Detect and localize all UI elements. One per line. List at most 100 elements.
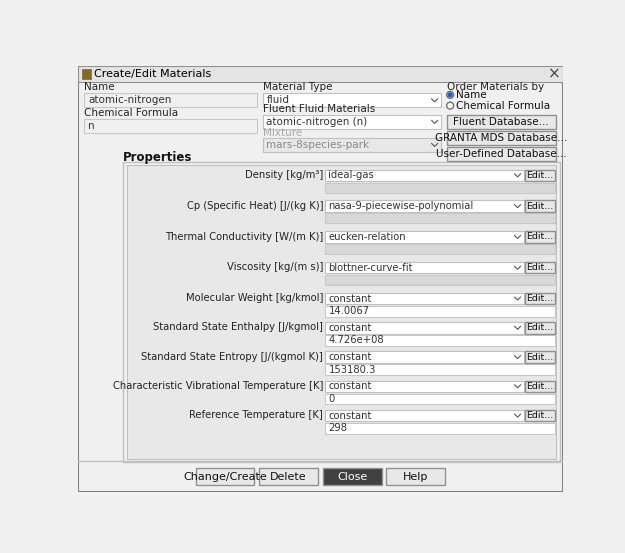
- FancyBboxPatch shape: [324, 262, 524, 274]
- FancyBboxPatch shape: [324, 231, 524, 243]
- Text: constant: constant: [329, 382, 372, 392]
- Text: Edit...: Edit...: [526, 294, 554, 303]
- FancyBboxPatch shape: [324, 394, 555, 404]
- Text: Characteristic Vibrational Temperature [K]: Characteristic Vibrational Temperature […: [112, 381, 323, 391]
- Text: ideal-gas: ideal-gas: [329, 170, 374, 180]
- Text: constant: constant: [329, 352, 372, 362]
- Text: atomic-nitrogen: atomic-nitrogen: [88, 95, 172, 105]
- Text: Fluent Fluid Materials: Fluent Fluid Materials: [262, 104, 375, 114]
- Text: Help: Help: [403, 472, 428, 482]
- FancyBboxPatch shape: [525, 262, 555, 274]
- Text: Name: Name: [456, 90, 487, 100]
- FancyBboxPatch shape: [324, 380, 524, 392]
- FancyBboxPatch shape: [525, 170, 555, 181]
- FancyBboxPatch shape: [259, 468, 318, 485]
- FancyBboxPatch shape: [324, 200, 524, 212]
- FancyBboxPatch shape: [324, 306, 555, 317]
- Text: 298: 298: [329, 423, 348, 433]
- FancyBboxPatch shape: [78, 66, 562, 492]
- Text: Edit...: Edit...: [526, 263, 554, 272]
- Text: 0: 0: [329, 394, 335, 404]
- Text: Change/Create: Change/Create: [183, 472, 267, 482]
- Text: Create/Edit Materials: Create/Edit Materials: [94, 69, 212, 79]
- FancyBboxPatch shape: [262, 93, 441, 107]
- Text: Material Type: Material Type: [262, 82, 332, 92]
- FancyBboxPatch shape: [447, 147, 556, 161]
- FancyBboxPatch shape: [324, 351, 524, 363]
- FancyBboxPatch shape: [324, 364, 555, 375]
- FancyBboxPatch shape: [78, 66, 562, 82]
- Text: Edit...: Edit...: [526, 352, 554, 362]
- FancyBboxPatch shape: [525, 231, 555, 243]
- Text: constant: constant: [329, 323, 372, 333]
- Text: GRANTA MDS Database...: GRANTA MDS Database...: [435, 133, 568, 143]
- FancyBboxPatch shape: [324, 275, 555, 285]
- FancyBboxPatch shape: [324, 213, 555, 223]
- Text: nasa-9-piecewise-polynomial: nasa-9-piecewise-polynomial: [329, 201, 474, 211]
- Text: Edit...: Edit...: [526, 232, 554, 242]
- FancyBboxPatch shape: [324, 293, 524, 304]
- Text: 14.0067: 14.0067: [329, 306, 369, 316]
- Text: Chemical Formula: Chemical Formula: [456, 101, 551, 111]
- FancyBboxPatch shape: [82, 70, 91, 79]
- Text: Edit...: Edit...: [526, 382, 554, 391]
- Text: Mixture: Mixture: [262, 128, 302, 138]
- Text: Standard State Entropy [J/(kgmol K)]: Standard State Entropy [J/(kgmol K)]: [141, 352, 323, 362]
- FancyBboxPatch shape: [324, 170, 524, 181]
- Text: Chemical Formula: Chemical Formula: [84, 108, 179, 118]
- Text: fluid: fluid: [266, 95, 289, 105]
- FancyBboxPatch shape: [525, 380, 555, 392]
- Text: Edit...: Edit...: [526, 324, 554, 332]
- Text: ×: ×: [548, 66, 561, 81]
- Circle shape: [448, 93, 452, 97]
- Text: Edit...: Edit...: [526, 202, 554, 211]
- Text: Density [kg/m³]: Density [kg/m³]: [245, 170, 323, 180]
- Text: Edit...: Edit...: [526, 411, 554, 420]
- Text: n: n: [88, 121, 95, 131]
- Text: Standard State Enthalpy [J/kgmol]: Standard State Enthalpy [J/kgmol]: [153, 322, 323, 332]
- FancyBboxPatch shape: [262, 115, 441, 129]
- FancyBboxPatch shape: [525, 410, 555, 421]
- Text: atomic-nitrogen (n): atomic-nitrogen (n): [266, 117, 368, 127]
- FancyBboxPatch shape: [324, 335, 555, 346]
- Text: User-Defined Database...: User-Defined Database...: [436, 149, 567, 159]
- FancyBboxPatch shape: [525, 200, 555, 212]
- FancyBboxPatch shape: [196, 468, 254, 485]
- Text: constant: constant: [329, 410, 372, 420]
- FancyBboxPatch shape: [84, 119, 257, 133]
- FancyBboxPatch shape: [324, 322, 524, 333]
- FancyBboxPatch shape: [324, 182, 555, 192]
- FancyBboxPatch shape: [322, 468, 381, 485]
- Text: constant: constant: [329, 294, 372, 304]
- FancyBboxPatch shape: [123, 162, 560, 462]
- FancyBboxPatch shape: [127, 165, 556, 459]
- Text: blottner-curve-fit: blottner-curve-fit: [329, 263, 413, 273]
- FancyBboxPatch shape: [447, 115, 556, 129]
- Text: Delete: Delete: [270, 472, 307, 482]
- Text: 153180.3: 153180.3: [329, 365, 376, 375]
- Text: Name: Name: [84, 82, 115, 92]
- FancyBboxPatch shape: [324, 423, 555, 434]
- Text: Properties: Properties: [123, 151, 192, 164]
- Text: Reference Temperature [K]: Reference Temperature [K]: [189, 410, 323, 420]
- Text: 4.726e+08: 4.726e+08: [329, 336, 384, 346]
- Text: eucken-relation: eucken-relation: [329, 232, 406, 242]
- Text: Order Materials by: Order Materials by: [447, 82, 544, 92]
- Text: mars-8species-park: mars-8species-park: [266, 140, 369, 150]
- FancyBboxPatch shape: [262, 138, 441, 152]
- FancyBboxPatch shape: [447, 131, 556, 145]
- FancyBboxPatch shape: [525, 351, 555, 363]
- FancyBboxPatch shape: [525, 322, 555, 333]
- FancyBboxPatch shape: [386, 468, 445, 485]
- Text: Viscosity [kg/(m s)]: Viscosity [kg/(m s)]: [227, 262, 323, 272]
- Text: Fluent Database...: Fluent Database...: [453, 117, 549, 127]
- Text: Close: Close: [337, 472, 367, 482]
- FancyBboxPatch shape: [324, 244, 555, 254]
- Text: Molecular Weight [kg/kmol]: Molecular Weight [kg/kmol]: [186, 293, 323, 303]
- Text: Edit...: Edit...: [526, 171, 554, 180]
- Text: Cp (Specific Heat) [J/(kg K)]: Cp (Specific Heat) [J/(kg K)]: [186, 201, 323, 211]
- FancyBboxPatch shape: [525, 293, 555, 304]
- FancyBboxPatch shape: [84, 93, 257, 107]
- Circle shape: [447, 102, 454, 109]
- Text: Thermal Conductivity [W/(m K)]: Thermal Conductivity [W/(m K)]: [165, 232, 323, 242]
